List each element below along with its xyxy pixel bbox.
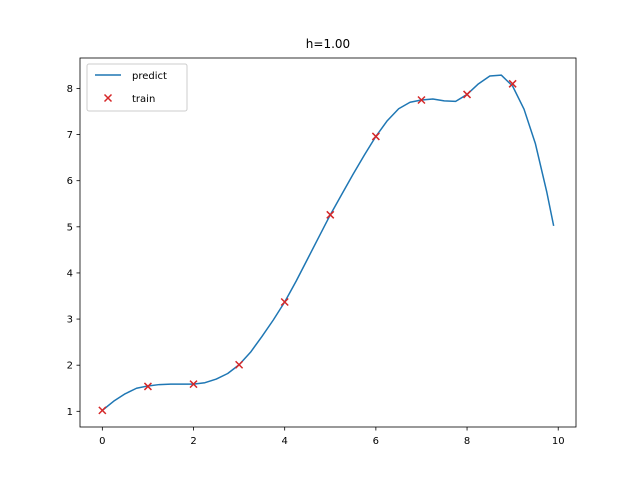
- y-tick-label: 7: [67, 130, 73, 141]
- train-point: [189, 380, 198, 389]
- train-point: [98, 406, 107, 415]
- train-point: [280, 297, 289, 307]
- legend-train-swatch: [103, 93, 113, 103]
- x-tick-label: 6: [373, 436, 379, 447]
- train-point: [326, 210, 335, 219]
- train-point: [143, 382, 152, 391]
- plot-area: [98, 74, 555, 415]
- train-point: [463, 90, 472, 99]
- train-point: [235, 360, 244, 369]
- x-tick-label: 8: [464, 436, 470, 447]
- y-tick-label: 2: [67, 361, 73, 372]
- x-tick-label: 10: [552, 436, 565, 447]
- y-axis: 1 2 3 4 5 6 7 8: [67, 84, 80, 418]
- chart-title: h=1.00: [306, 37, 350, 51]
- legend-predict-label: predict: [132, 71, 167, 82]
- x-tick-label: 2: [190, 436, 196, 447]
- x-tick-label: 0: [99, 436, 105, 447]
- train-point: [508, 79, 517, 88]
- y-tick-label: 4: [67, 268, 73, 279]
- legend-train-label: train: [132, 94, 155, 105]
- y-tick-label: 3: [67, 315, 73, 326]
- y-tick-label: 6: [67, 176, 73, 187]
- legend: predict train: [86, 63, 188, 112]
- y-tick-label: 1: [67, 407, 73, 418]
- train-point: [371, 132, 380, 141]
- axes-frame: [79, 57, 577, 428]
- y-tick-label: 5: [67, 222, 73, 233]
- x-axis: 0 2 4 6 8 10: [99, 427, 565, 447]
- x-tick-label: 4: [282, 436, 288, 447]
- y-tick-label: 8: [67, 84, 73, 95]
- train-point: [417, 95, 426, 105]
